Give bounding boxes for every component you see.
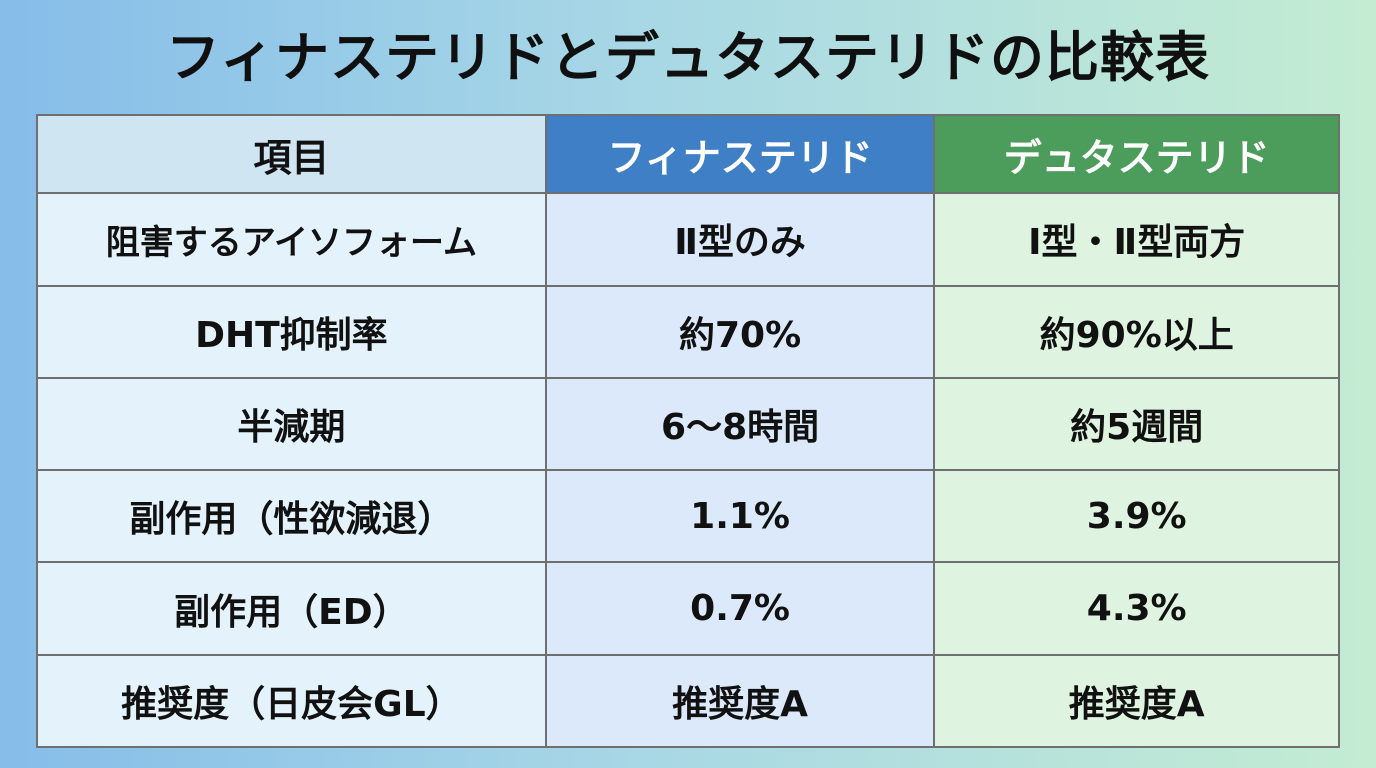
table-header-row: 項目 フィナステリド デュタステリド (36, 113, 1340, 195)
row-finasteride-value: 推奨度A (544, 653, 936, 749)
row-dutasteride-value: 約90%以上 (933, 284, 1340, 379)
table-row: DHT抑制率 約70% 約90%以上 (36, 284, 1340, 379)
row-item-label: 推奨度（日皮会GL） (36, 653, 547, 749)
row-finasteride-value: 0.7% (544, 561, 936, 656)
row-finasteride-value: 1.1% (544, 469, 936, 564)
header-finasteride: フィナステリド (544, 113, 936, 195)
row-item-label: 阻害するアイソフォーム (36, 192, 547, 287)
row-dutasteride-value: 約5週間 (933, 376, 1340, 472)
page-title: フィナステリドとデュタステリドの比較表 (166, 26, 1210, 89)
row-item-label: 副作用（性欲減退） (36, 469, 547, 564)
table-row: 阻害するアイソフォーム Ⅱ型のみ Ⅰ型・Ⅱ型両方 (36, 192, 1340, 287)
row-finasteride-value: Ⅱ型のみ (544, 192, 936, 287)
table-row: 副作用（ED） 0.7% 4.3% (36, 561, 1340, 656)
header-dutasteride: デュタステリド (933, 113, 1340, 195)
row-item-label: DHT抑制率 (36, 284, 547, 379)
row-finasteride-value: 6〜8時間 (544, 376, 936, 472)
header-item: 項目 (36, 113, 547, 195)
table-row: 推奨度（日皮会GL） 推奨度A 推奨度A (36, 653, 1340, 749)
comparison-table: 項目 フィナステリド デュタステリド 阻害するアイソフォーム Ⅱ型のみ Ⅰ型・Ⅱ… (36, 113, 1340, 749)
table-row: 副作用（性欲減退） 1.1% 3.9% (36, 469, 1340, 564)
row-dutasteride-value: 4.3% (933, 561, 1340, 656)
row-item-label: 副作用（ED） (36, 561, 547, 656)
row-finasteride-value: 約70% (544, 284, 936, 379)
row-dutasteride-value: 推奨度A (933, 653, 1340, 749)
row-item-label: 半減期 (36, 376, 547, 472)
row-dutasteride-value: 3.9% (933, 469, 1340, 564)
table-row: 半減期 6〜8時間 約5週間 (36, 376, 1340, 472)
row-dutasteride-value: Ⅰ型・Ⅱ型両方 (933, 192, 1340, 287)
